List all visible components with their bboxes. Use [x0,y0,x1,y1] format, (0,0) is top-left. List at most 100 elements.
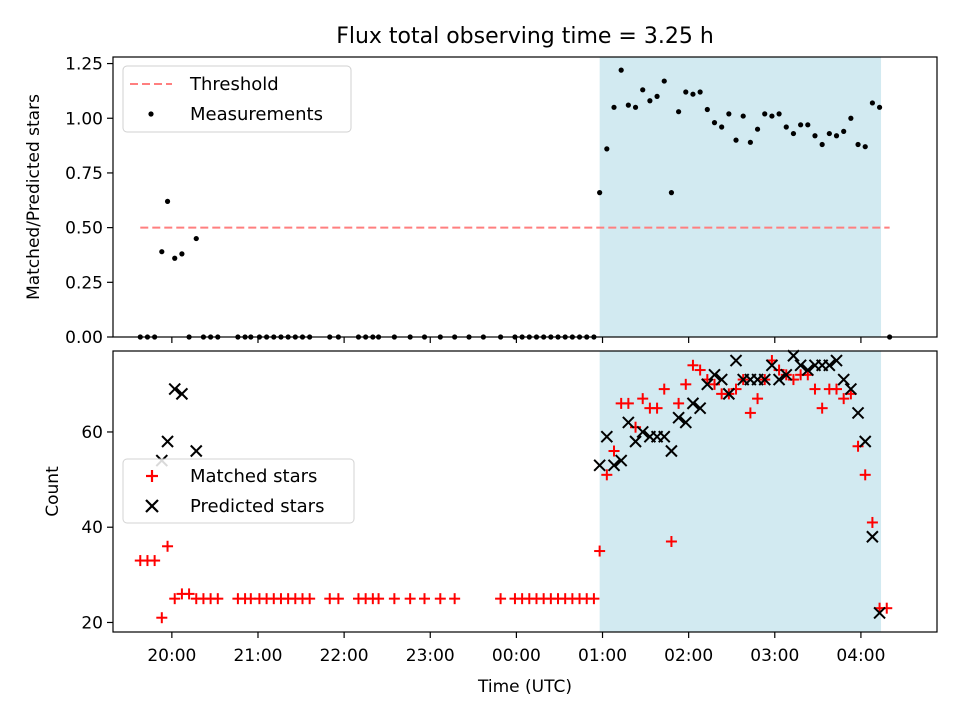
top-ticks: 0.00 0.25 0.50 0.75 1.00 1.25 [65,55,862,348]
predicted-star-point [794,359,807,372]
x-axis-label: Time (UTC) [477,677,572,697]
predicted-star-point [190,444,203,458]
bottom-panel: 20 40 60 20:00 21:00 22:00 23:00 00:00 01:00 02:0… [43,349,938,697]
predicted-star-point [672,411,685,424]
matched-star-point [169,593,181,605]
x-tick-label: 01:00 [578,646,627,666]
predicted-star-point [844,382,858,396]
matched-star-point [149,555,161,567]
measurement-point [819,141,825,148]
measurement-point [740,113,746,119]
predicted-star-point [614,454,628,467]
legend-predicted-swatch [145,499,159,513]
x-tick-label: 00:00 [492,646,541,666]
bottom-legend: Matched stars Predicted stars [122,458,355,524]
matched-star-point [332,593,344,605]
measurement-point [159,249,165,255]
matched-star-point [816,402,828,414]
matched-star-point [694,364,706,376]
matched-star-point [687,359,699,371]
matched-star-point [594,545,606,557]
measurement-point [683,89,689,95]
predicted-star-point [593,459,606,472]
top-legend: Threshold Measurements [122,65,352,133]
measurement-point [726,111,732,117]
measurement-point [733,137,739,143]
measurement-point [783,124,789,130]
matched-star-point [183,588,195,600]
x-tick-label: 03:00 [750,646,799,666]
predicted-star-point [622,416,635,429]
measurement-point [179,251,185,257]
chart-title: Flux total observing time = 3.25 h [336,24,714,49]
matched-star-point [673,397,685,409]
top-legend-box [122,65,352,133]
predicted-star-point [758,373,771,386]
measurement-point [754,126,761,132]
predicted-star-point [629,435,642,448]
predicted-star-point [679,416,692,429]
measurement-point [611,104,617,110]
matched-star-point [665,536,677,548]
predicted-star-point [636,425,649,439]
matched-star-point [449,593,461,605]
bottom-axes-frame [112,350,938,633]
predicted-star-point [873,606,886,620]
matched-star-point [434,593,446,605]
measurement-point [697,89,703,95]
measurement-point [798,122,804,128]
predicted-star-point [665,444,678,458]
predicted-star-point [866,530,879,543]
top-y-axis-label: Matched/Predicted stars [24,94,44,300]
predicted-star-point [715,373,728,386]
measurement-point [690,91,696,97]
measurement-point [826,130,832,137]
matched-star-point [495,593,507,605]
y-tick-label: 60 [81,423,103,443]
matched-star-point [637,393,649,405]
matched-star-point [404,593,416,605]
predicted-star-point [837,373,850,386]
predicted-star-point [607,459,621,472]
y-tick-label: 0.25 [65,273,103,293]
y-tick-label: 1.00 [65,109,103,129]
matched-star-point [651,402,663,414]
predicted-star-point [765,359,779,372]
y-tick-label: 20 [81,613,103,633]
predicted-star-point [693,401,707,415]
predicted-star-point [701,378,714,391]
measurement-point [876,104,883,110]
measurement-point [855,141,861,148]
matched-star-point [838,393,850,405]
bottom-y-axis-label: Count [43,466,63,517]
top-axes-frame [112,56,938,338]
predicted-star-point [772,373,786,386]
matched-star-point [622,397,634,409]
measurement-point [862,144,868,150]
legend-matched-label: Matched stars [190,466,317,487]
measurement-point [625,102,631,108]
bottom-legend-box [122,458,355,524]
matched-star-point [212,593,224,605]
measurement-point [668,190,675,196]
measurement-point [676,109,682,115]
predicted-star-point [722,387,736,401]
measurement-point [604,146,610,152]
y-tick-label: 0.50 [65,219,103,239]
matched-star-point [866,516,878,528]
matched-star-point [658,383,670,395]
x-tick-label: 23:00 [406,646,455,666]
measurement-point [711,120,718,126]
measurement-point [193,235,199,242]
x-tick-label: 20:00 [147,646,196,666]
matched-star-point [831,383,843,395]
measurement-point [647,98,653,104]
y-tick-label: 0.75 [65,164,103,184]
x-tick-label: 21:00 [233,646,282,666]
predicted-star-point [823,359,836,372]
matched-star-point [809,383,821,395]
measurement-point [654,93,660,99]
matched-star-point [680,378,692,390]
legend-predicted-label: Predicted stars [190,496,324,517]
matched-star-point [388,593,400,605]
